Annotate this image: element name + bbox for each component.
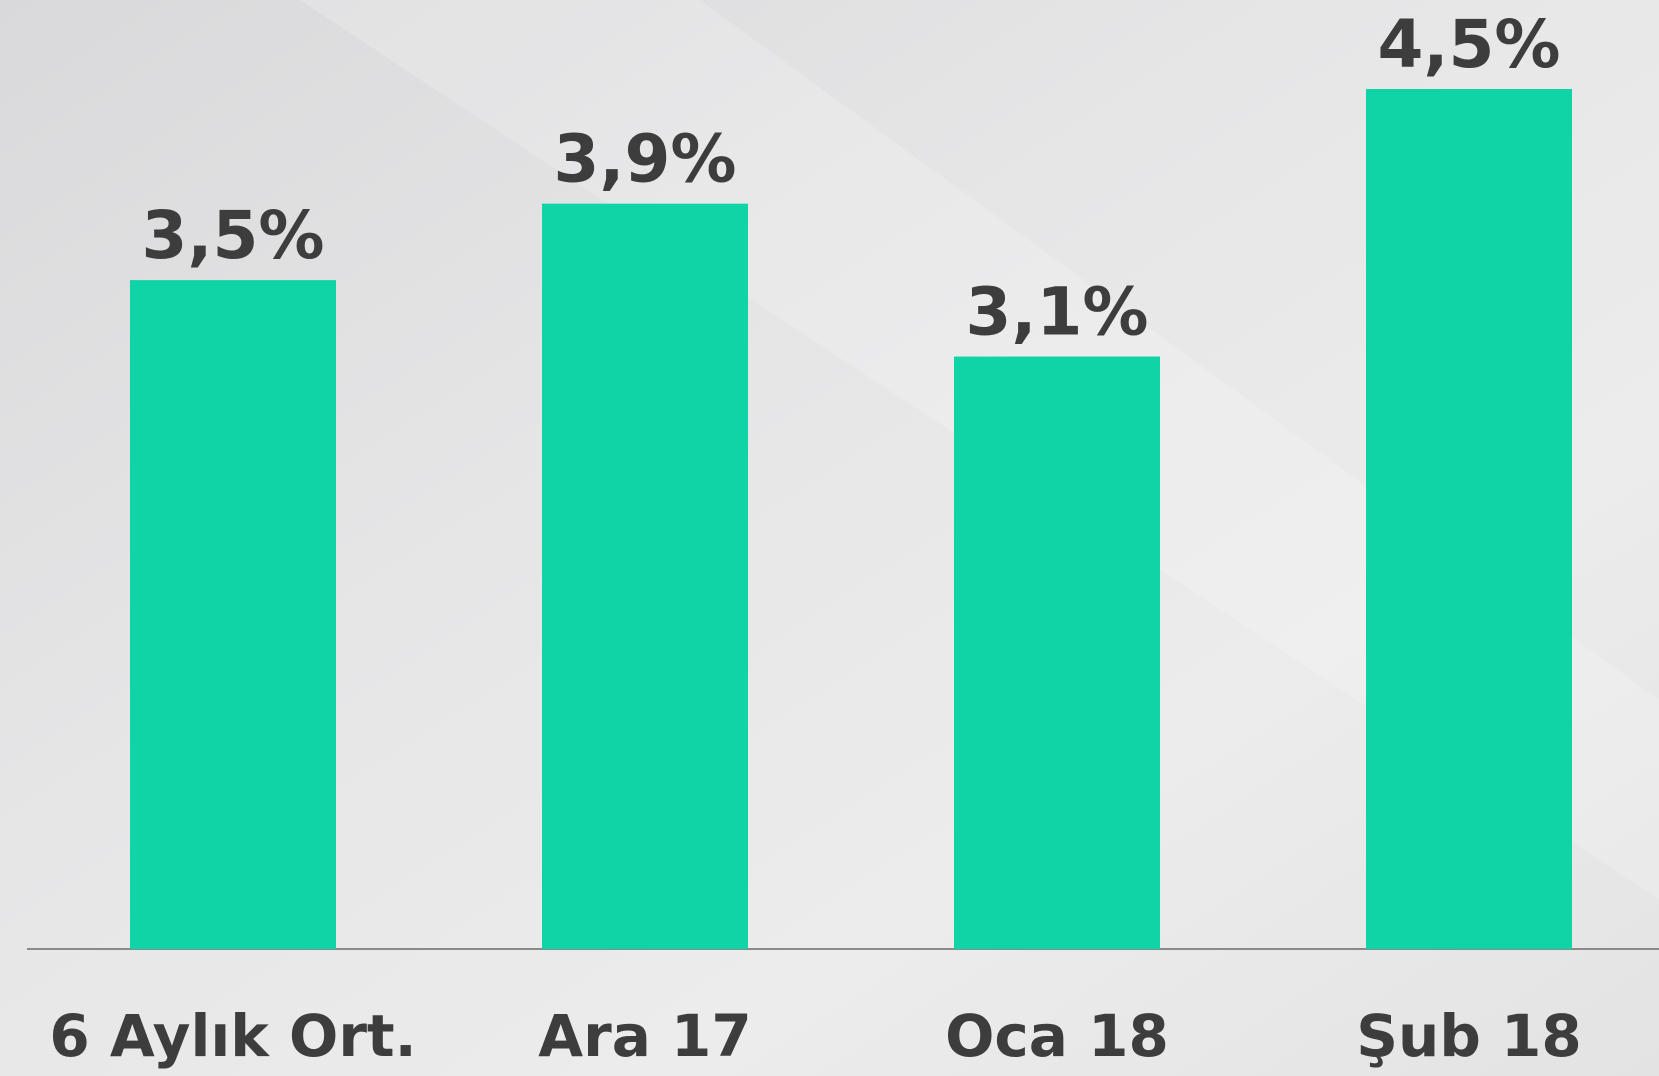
value-label: 3,1% xyxy=(965,274,1148,351)
x-tick-label: 6 Aylık Ort. xyxy=(49,1002,416,1070)
value-label: 3,9% xyxy=(553,121,736,198)
bar xyxy=(1366,89,1572,949)
bar xyxy=(130,280,336,950)
bar xyxy=(542,203,748,949)
value-label: 4,5% xyxy=(1377,6,1560,83)
x-tick-label: Ara 17 xyxy=(538,1002,752,1070)
x-tick-label: Oca 18 xyxy=(945,1002,1169,1070)
value-label: 3,5% xyxy=(141,197,324,274)
bar xyxy=(954,356,1160,949)
x-tick-label: Şub 18 xyxy=(1356,1002,1582,1070)
